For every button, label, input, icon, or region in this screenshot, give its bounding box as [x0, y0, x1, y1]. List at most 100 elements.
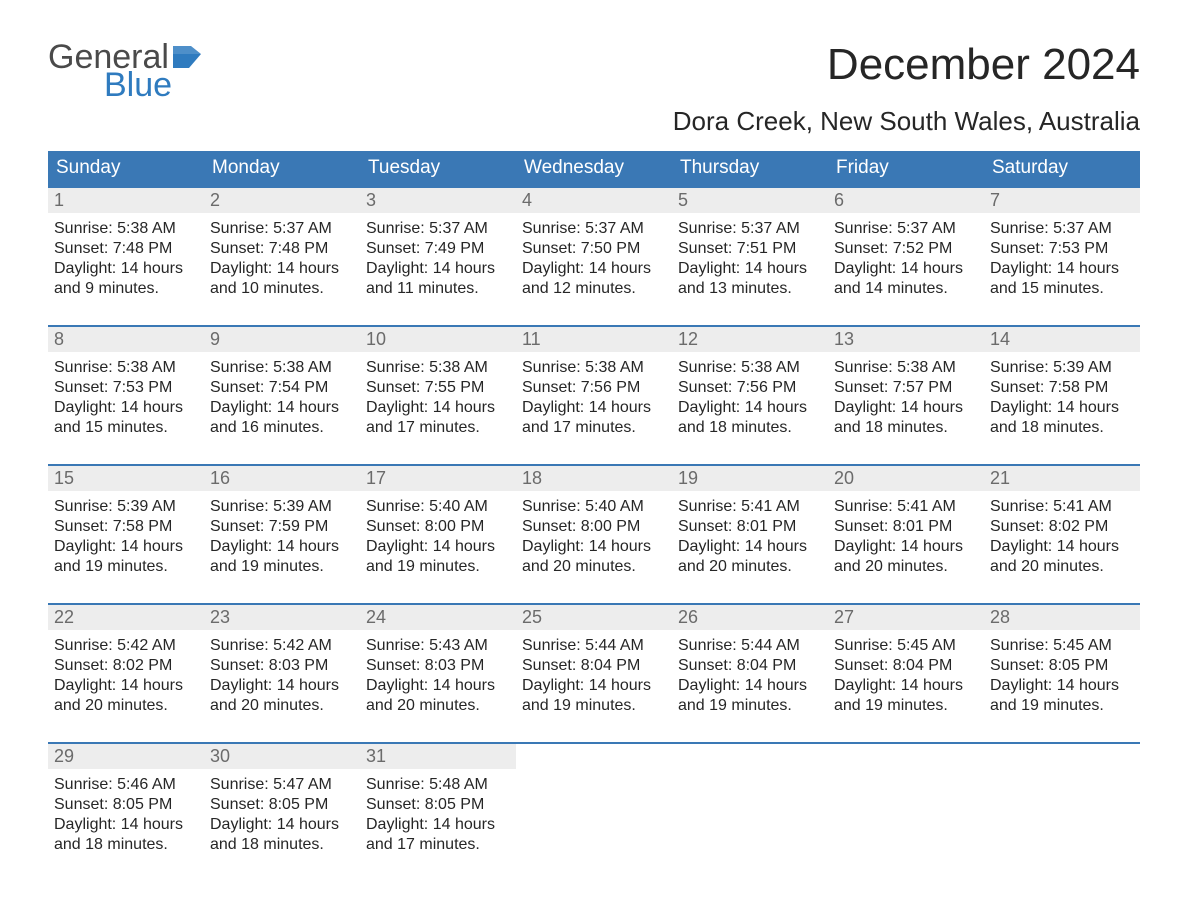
daylight-line: Daylight: 14 hours	[990, 398, 1134, 418]
day-number-bar: 18	[516, 466, 672, 491]
sunrise-line: Sunrise: 5:38 AM	[366, 358, 510, 378]
day-body: Sunrise: 5:39 AMSunset: 7:58 PMDaylight:…	[984, 352, 1140, 438]
day-number-bar: 28	[984, 605, 1140, 630]
calendar-day: 4Sunrise: 5:37 AMSunset: 7:50 PMDaylight…	[516, 188, 672, 299]
daylight-line: Daylight: 14 hours	[834, 398, 978, 418]
daylight-line: Daylight: 14 hours	[366, 259, 510, 279]
daylight-line: and 20 minutes.	[366, 696, 510, 716]
daylight-line: and 20 minutes.	[210, 696, 354, 716]
daylight-line: and 9 minutes.	[54, 279, 198, 299]
calendar-week: 8Sunrise: 5:38 AMSunset: 7:53 PMDaylight…	[48, 325, 1140, 438]
daylight-line: and 16 minutes.	[210, 418, 354, 438]
day-number-bar: 8	[48, 327, 204, 352]
calendar-day: 10Sunrise: 5:38 AMSunset: 7:55 PMDayligh…	[360, 327, 516, 438]
dow-thursday: Thursday	[672, 151, 828, 186]
calendar-day	[984, 744, 1140, 855]
daylight-line: and 10 minutes.	[210, 279, 354, 299]
sunset-line: Sunset: 7:56 PM	[522, 378, 666, 398]
daylight-line: and 18 minutes.	[210, 835, 354, 855]
sunrise-line: Sunrise: 5:48 AM	[366, 775, 510, 795]
day-number-bar: 23	[204, 605, 360, 630]
sunrise-line: Sunrise: 5:44 AM	[678, 636, 822, 656]
sunrise-line: Sunrise: 5:39 AM	[54, 497, 198, 517]
calendar-day	[672, 744, 828, 855]
day-body: Sunrise: 5:37 AMSunset: 7:51 PMDaylight:…	[672, 213, 828, 299]
daylight-line: Daylight: 14 hours	[210, 815, 354, 835]
dow-wednesday: Wednesday	[516, 151, 672, 186]
day-number-bar: 31	[360, 744, 516, 769]
day-number: 16	[204, 466, 360, 491]
daylight-line: Daylight: 14 hours	[210, 259, 354, 279]
page-header: General Blue December 2024	[48, 40, 1140, 102]
day-body: Sunrise: 5:45 AMSunset: 8:04 PMDaylight:…	[828, 630, 984, 716]
daylight-line: and 15 minutes.	[990, 279, 1134, 299]
day-number-bar: 12	[672, 327, 828, 352]
day-number: 7	[984, 188, 1140, 213]
daylight-line: Daylight: 14 hours	[366, 537, 510, 557]
sunset-line: Sunset: 7:58 PM	[990, 378, 1134, 398]
dow-monday: Monday	[204, 151, 360, 186]
day-number-bar: 17	[360, 466, 516, 491]
daylight-line: Daylight: 14 hours	[210, 398, 354, 418]
day-number-bar: 25	[516, 605, 672, 630]
sunrise-line: Sunrise: 5:39 AM	[990, 358, 1134, 378]
sunset-line: Sunset: 8:00 PM	[366, 517, 510, 537]
day-number-bar: 20	[828, 466, 984, 491]
day-body: Sunrise: 5:39 AMSunset: 7:58 PMDaylight:…	[48, 491, 204, 577]
calendar-day: 25Sunrise: 5:44 AMSunset: 8:04 PMDayligh…	[516, 605, 672, 716]
daylight-line: and 17 minutes.	[366, 835, 510, 855]
day-number: 11	[516, 327, 672, 352]
daylight-line: Daylight: 14 hours	[54, 537, 198, 557]
day-body: Sunrise: 5:44 AMSunset: 8:04 PMDaylight:…	[672, 630, 828, 716]
sunrise-line: Sunrise: 5:45 AM	[990, 636, 1134, 656]
sunset-line: Sunset: 8:04 PM	[834, 656, 978, 676]
sunset-line: Sunset: 7:55 PM	[366, 378, 510, 398]
sunset-line: Sunset: 8:05 PM	[54, 795, 198, 815]
daylight-line: Daylight: 14 hours	[522, 537, 666, 557]
day-number: 23	[204, 605, 360, 630]
sunrise-line: Sunrise: 5:38 AM	[54, 219, 198, 239]
day-number-bar: 26	[672, 605, 828, 630]
dow-saturday: Saturday	[984, 151, 1140, 186]
day-number-bar: 1	[48, 188, 204, 213]
sunrise-line: Sunrise: 5:37 AM	[366, 219, 510, 239]
sunrise-line: Sunrise: 5:38 AM	[834, 358, 978, 378]
day-body: Sunrise: 5:38 AMSunset: 7:57 PMDaylight:…	[828, 352, 984, 438]
daylight-line: and 20 minutes.	[834, 557, 978, 577]
daylight-line: Daylight: 14 hours	[834, 676, 978, 696]
daylight-line: Daylight: 14 hours	[54, 676, 198, 696]
calendar-grid: Sunday Monday Tuesday Wednesday Thursday…	[48, 151, 1140, 855]
day-number: 10	[360, 327, 516, 352]
sunrise-line: Sunrise: 5:42 AM	[210, 636, 354, 656]
daylight-line: Daylight: 14 hours	[522, 676, 666, 696]
day-body: Sunrise: 5:42 AMSunset: 8:03 PMDaylight:…	[204, 630, 360, 716]
calendar-day: 30Sunrise: 5:47 AMSunset: 8:05 PMDayligh…	[204, 744, 360, 855]
day-number: 6	[828, 188, 984, 213]
calendar-day: 14Sunrise: 5:39 AMSunset: 7:58 PMDayligh…	[984, 327, 1140, 438]
sunset-line: Sunset: 7:54 PM	[210, 378, 354, 398]
day-number: 12	[672, 327, 828, 352]
day-body: Sunrise: 5:39 AMSunset: 7:59 PMDaylight:…	[204, 491, 360, 577]
day-number-bar: 19	[672, 466, 828, 491]
day-body: Sunrise: 5:47 AMSunset: 8:05 PMDaylight:…	[204, 769, 360, 855]
daylight-line: Daylight: 14 hours	[366, 398, 510, 418]
day-number: 27	[828, 605, 984, 630]
calendar-day: 9Sunrise: 5:38 AMSunset: 7:54 PMDaylight…	[204, 327, 360, 438]
sunrise-line: Sunrise: 5:47 AM	[210, 775, 354, 795]
day-number: 15	[48, 466, 204, 491]
sunrise-line: Sunrise: 5:37 AM	[678, 219, 822, 239]
sunset-line: Sunset: 7:48 PM	[54, 239, 198, 259]
daylight-line: and 11 minutes.	[366, 279, 510, 299]
daylight-line: Daylight: 14 hours	[990, 676, 1134, 696]
day-number: 17	[360, 466, 516, 491]
day-number: 8	[48, 327, 204, 352]
daylight-line: and 12 minutes.	[522, 279, 666, 299]
calendar-week: 22Sunrise: 5:42 AMSunset: 8:02 PMDayligh…	[48, 603, 1140, 716]
day-number: 26	[672, 605, 828, 630]
day-body: Sunrise: 5:37 AMSunset: 7:48 PMDaylight:…	[204, 213, 360, 299]
sunrise-line: Sunrise: 5:41 AM	[990, 497, 1134, 517]
daylight-line: and 20 minutes.	[522, 557, 666, 577]
daylight-line: and 19 minutes.	[678, 696, 822, 716]
day-body: Sunrise: 5:38 AMSunset: 7:55 PMDaylight:…	[360, 352, 516, 438]
daylight-line: Daylight: 14 hours	[990, 537, 1134, 557]
